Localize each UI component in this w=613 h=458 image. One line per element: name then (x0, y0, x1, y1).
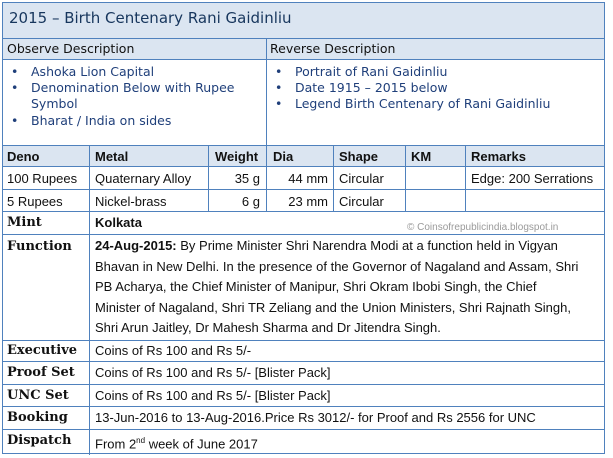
grid-line (3, 38, 604, 39)
header-shape: Shape (339, 149, 379, 164)
grid-line (465, 145, 466, 211)
observe-heading: Observe Description (7, 41, 135, 56)
grid-line (3, 189, 604, 190)
reverse-item: • Legend Birth Centenary of Rani Gaidinli… (275, 96, 551, 111)
grid-line (3, 406, 604, 407)
cell-shape: Circular (339, 194, 384, 209)
reverse-item: • Date 1915 – 2015 below (275, 80, 448, 95)
grid-line (3, 234, 604, 235)
grid-line (3, 166, 604, 167)
cell-weight: 6 g (241, 194, 260, 209)
header-deno: Deno (7, 149, 40, 164)
observe-item: • Bharat / India on sides (11, 113, 172, 128)
dispatch-value: From 2nd week of June 2017 (95, 436, 258, 452)
executive-label: Executive (7, 343, 78, 358)
watermark: © Coinsofrepublicindia.blogspot.in (407, 222, 559, 233)
mint-label: Mint (7, 215, 42, 230)
booking-label: Booking (7, 410, 68, 425)
grid-line (266, 145, 267, 211)
function-line: Minister of Nagaland, Shri TR Zeliang an… (95, 299, 571, 315)
grid-line (89, 145, 90, 455)
function-line: By Prime Minister Shri Narendra Modi at … (176, 238, 558, 253)
unc-set-value: Coins of Rs 100 and Rs 5/- [Blister Pack… (95, 388, 331, 403)
reverse-item: • Portrait of Rani Gaidinliu (275, 64, 448, 79)
cell-deno: 100 Rupees (7, 171, 78, 186)
grid-line (333, 145, 334, 211)
header-dia: Dia (273, 149, 294, 164)
cell-metal: Nickel-brass (95, 194, 167, 209)
cell-metal: Quaternary Alloy (95, 171, 192, 186)
grid-line (266, 38, 267, 145)
cell-dia: 44 mm (288, 171, 328, 186)
dispatch-label: Dispatch (7, 433, 72, 448)
grid-line (208, 145, 209, 211)
observe-item: • Ashoka Lion Capital (11, 64, 155, 79)
cell-shape: Circular (339, 171, 384, 186)
executive-value: Coins of Rs 100 and Rs 5/- (95, 343, 252, 358)
grid-line (3, 211, 604, 212)
function-label: Function (7, 239, 72, 254)
function-line: Shri Arun Jaitley, Dr Mahesh Sharma and … (95, 320, 441, 335)
description-header-band (3, 39, 604, 59)
grid-line (3, 361, 604, 362)
proof-set-label: Proof Set (7, 365, 75, 380)
proof-set-value: Coins of Rs 100 and Rs 5/- [Blister Pack… (95, 365, 331, 380)
cell-weight: 35 g (234, 171, 260, 186)
grid-line (3, 384, 604, 385)
unc-set-label: UNC Set (7, 388, 69, 403)
grid-line (3, 59, 604, 60)
cell-dia: 23 mm (288, 194, 328, 209)
grid-line (3, 340, 604, 341)
grid-line (3, 145, 604, 146)
grid-line (405, 145, 406, 211)
mint-value: Kolkata (95, 215, 142, 230)
function-text: 24-Aug-2015: By Prime Minister Shri Nare… (95, 236, 578, 339)
header-remarks: Remarks (471, 149, 526, 164)
cell-remarks: Edge: 200 Serrations (471, 171, 594, 186)
booking-value: 13-Jun-2016 to 13-Aug-2016.Price Rs 3012… (95, 410, 536, 425)
observe-item: • Denomination Below with Rupee (11, 80, 235, 95)
function-line: PB Acharya, the Chief Minister of Manipu… (95, 279, 537, 294)
grid-line (3, 429, 604, 430)
function-date: 24-Aug-2015: (95, 238, 177, 253)
cell-deno: 5 Rupees (7, 194, 63, 209)
reverse-heading: Reverse Description (270, 41, 396, 56)
header-weight: Weight (215, 149, 259, 164)
function-line: Bhavan in New Delhi. In the presence of … (95, 258, 579, 274)
header-km: KM (411, 149, 432, 164)
coin-info-table: 2015 – Birth Centenary Rani Gaidinliu Ob… (2, 2, 605, 455)
observe-item-continued: Symbol (31, 96, 78, 111)
spec-header-band (3, 146, 604, 166)
header-metal: Metal (95, 149, 129, 164)
page-title: 2015 – Birth Centenary Rani Gaidinliu (3, 3, 604, 38)
